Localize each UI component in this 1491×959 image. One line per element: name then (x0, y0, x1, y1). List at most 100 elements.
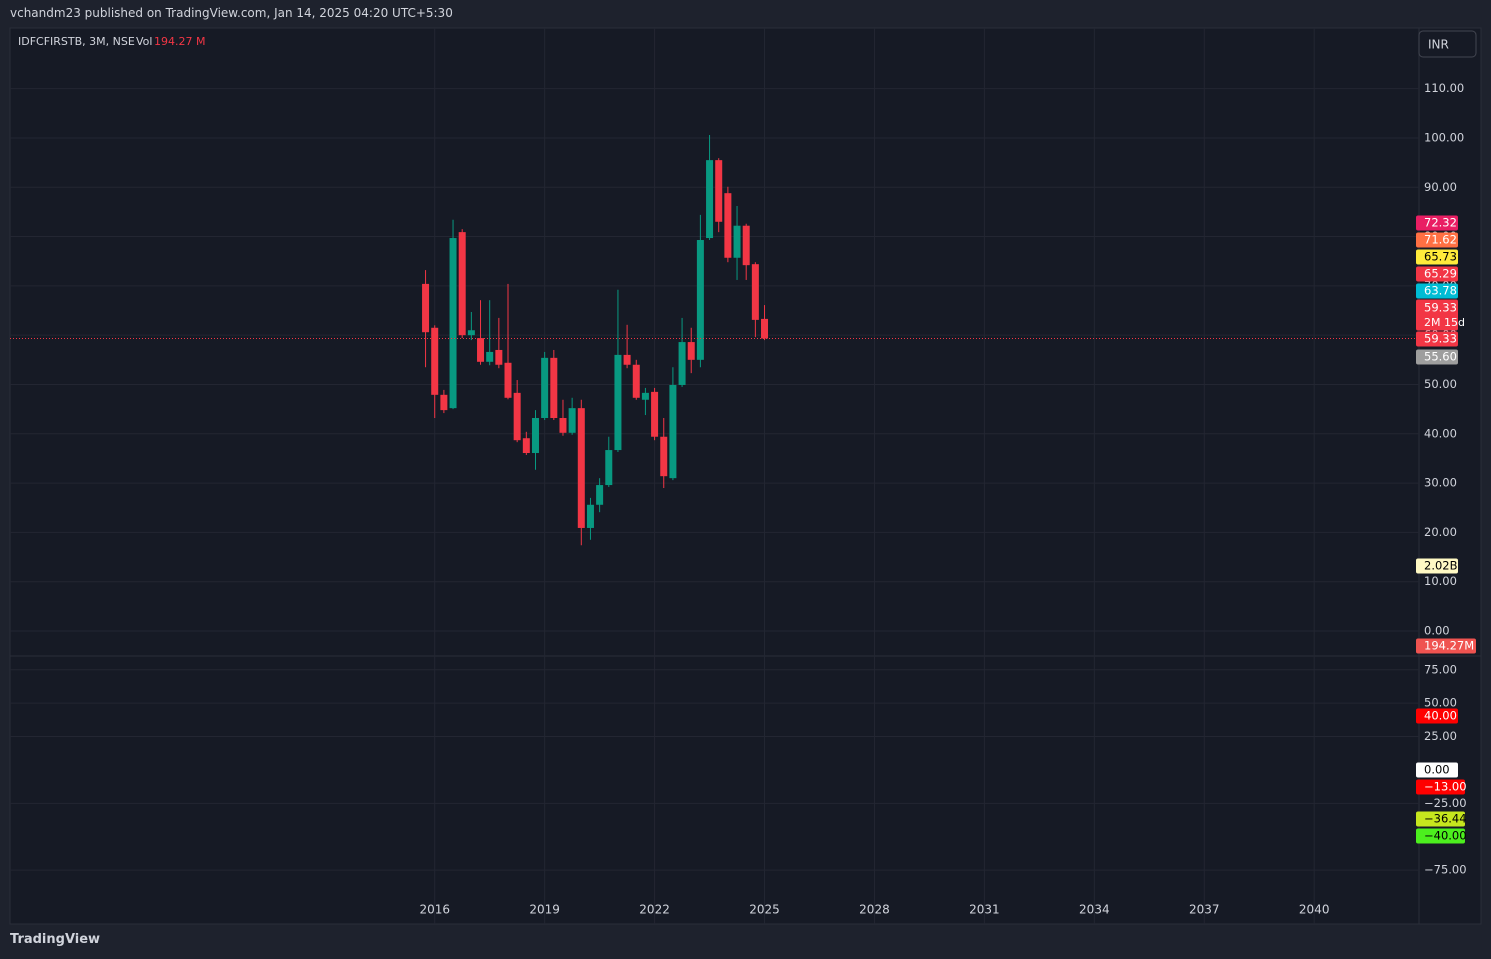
axis-price-label-text: −36.44 (1424, 812, 1467, 826)
y-tick-label: 40.00 (1424, 426, 1457, 440)
candle-body (458, 232, 466, 336)
candle-body (550, 357, 558, 419)
candle-body (696, 240, 704, 360)
axis-price-label (1416, 779, 1465, 795)
x-tick-label: 2028 (859, 903, 890, 917)
candle-body (660, 436, 668, 477)
y2-tick-label: 25.00 (1424, 729, 1457, 743)
axis-price-label-text: 55.60 (1424, 350, 1457, 364)
axis-price-label (1416, 349, 1458, 365)
y2-tick-label: −75.00 (1424, 863, 1467, 877)
axis-price-label-text: 59.33 (1424, 332, 1457, 346)
axis-price-label-text: 2.02B (1424, 559, 1458, 573)
axis-price-label-text: 72.32 (1424, 216, 1457, 230)
currency[interactable]: INR (1428, 38, 1449, 52)
candle-body (440, 394, 448, 411)
y2-tick-label: 75.00 (1424, 662, 1457, 676)
candle-body (632, 364, 640, 398)
y-tick-label: 110.00 (1424, 81, 1464, 95)
y-tick-label: 100.00 (1424, 130, 1464, 144)
published-line: vchandm23 published on TradingView.com, … (10, 6, 453, 20)
axis-price-label (1416, 828, 1465, 844)
candle-body (531, 418, 539, 454)
symbol: IDFCFIRSTB, 3M, NSE (18, 35, 135, 48)
axis-price-label (1416, 708, 1458, 724)
vol-value: 194.27 M (154, 35, 205, 48)
candle-body (568, 408, 576, 433)
candle-body (431, 327, 439, 395)
y2-tick-label: −25.00 (1424, 796, 1467, 810)
candle-body (687, 342, 695, 360)
candle-body (614, 354, 622, 451)
candle-body (467, 330, 475, 336)
currency-button[interactable] (1418, 30, 1477, 58)
candle-body (486, 351, 494, 362)
x-tick-label: 2019 (529, 903, 560, 917)
candle-body (651, 391, 659, 437)
x-tick-label: 2016 (419, 903, 450, 917)
chart-area (9, 27, 1482, 925)
y-tick-label: 90.00 (1424, 180, 1457, 194)
axis-price-label (1416, 811, 1465, 827)
y-tick-label: 30.00 (1424, 476, 1457, 490)
candle-body (495, 349, 503, 365)
candle-body (669, 384, 677, 479)
candle-body (522, 438, 530, 454)
axis-price-label (1416, 638, 1476, 654)
axis-price-label (1416, 249, 1458, 265)
axis-price-label (1416, 232, 1458, 248)
y2-tick-label: 50.00 (1424, 696, 1457, 710)
axis-price-label-text: 0.00 (1424, 763, 1450, 777)
candle-body (623, 354, 631, 365)
candle-body (504, 362, 512, 398)
axis-price-label (1416, 266, 1458, 282)
x-tick-label: 2025 (749, 903, 780, 917)
candle-body (605, 450, 613, 486)
axis-price-label-text: 194.27M (1424, 639, 1474, 653)
axis-price-label-text: 71.62 (1424, 233, 1457, 247)
axis-price-label-text: 40.00 (1424, 709, 1457, 723)
x-tick-label: 2031 (969, 903, 1000, 917)
candle-body (596, 485, 604, 505)
axis-price-label-text: −13.00 (1424, 780, 1467, 794)
candle-body (559, 418, 567, 433)
y-tick-label: 10.00 (1424, 574, 1457, 588)
x-tick-label: 2040 (1299, 903, 1330, 917)
candle-body (513, 392, 521, 441)
candle-body (422, 283, 430, 333)
axis-price-label (1416, 299, 1458, 331)
candle-body (733, 225, 741, 258)
candle-body (724, 193, 732, 258)
axis-price-label (1416, 558, 1458, 574)
axis-price-label-text: 65.73 (1424, 250, 1457, 264)
axis-price-label (1416, 215, 1458, 231)
candle-body (742, 225, 750, 266)
axis-price-label-text: 63.78 (1424, 284, 1457, 298)
candle-body (449, 238, 457, 409)
candle-body (761, 318, 769, 339)
candle-body (751, 264, 759, 320)
candle-body (641, 392, 649, 400)
y-tick-label: 50.00 (1424, 377, 1457, 391)
candle-body (577, 408, 585, 528)
vol-label: Vol (136, 35, 152, 48)
axis-price-label (1416, 762, 1458, 778)
y-tick-label: 0.00 (1424, 624, 1450, 638)
axis-price-label (1416, 331, 1458, 347)
axis-price-label-text: 59.33 (1424, 301, 1457, 315)
x-tick-label: 2037 (1189, 903, 1220, 917)
y-tick-label: 20.00 (1424, 525, 1457, 539)
x-tick-label: 2022 (639, 903, 670, 917)
candle-body (715, 160, 723, 222)
candle-body (678, 342, 686, 385)
axis-price-label-text: −40.00 (1424, 829, 1467, 843)
axis-price-label (1416, 283, 1458, 299)
brand: TradingView (10, 932, 101, 947)
candle-body (477, 338, 485, 362)
x-tick-label: 2034 (1079, 903, 1110, 917)
candle-body (706, 160, 714, 239)
axis-price-label-text: 65.29 (1424, 267, 1457, 281)
candle-body (586, 504, 594, 528)
